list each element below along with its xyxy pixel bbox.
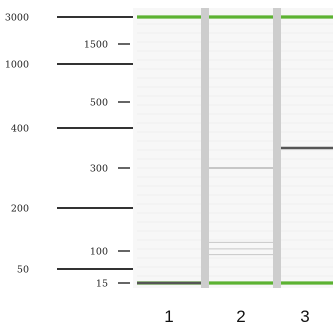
lane-label: 2 (236, 307, 245, 326)
ladder-label-inner: 500 (90, 98, 108, 109)
lane-labels: 1 2 3 (164, 307, 309, 326)
ladder-label-inner: 100 (90, 247, 108, 258)
ladder-label-outer: 400 (11, 124, 29, 135)
ladder-label-inner: 300 (90, 164, 108, 175)
lane-gutter (273, 8, 281, 288)
ladder-label-outer: 3000 (5, 13, 29, 24)
ladder-label-inner: 1500 (84, 40, 108, 51)
ladder-label-outer: 1000 (5, 60, 29, 71)
ladder-label-outer: 200 (11, 204, 29, 215)
ladder-scale: 3000 1000 400 200 50 1500 500 300 100 15 (5, 13, 133, 290)
lane-label: 3 (300, 307, 309, 326)
ladder-label-outer: 50 (17, 265, 29, 276)
gel-lanes (133, 8, 333, 288)
lane-gutter (201, 8, 209, 288)
ladder-label-inner: 15 (96, 279, 108, 290)
lane-label: 1 (164, 307, 173, 326)
